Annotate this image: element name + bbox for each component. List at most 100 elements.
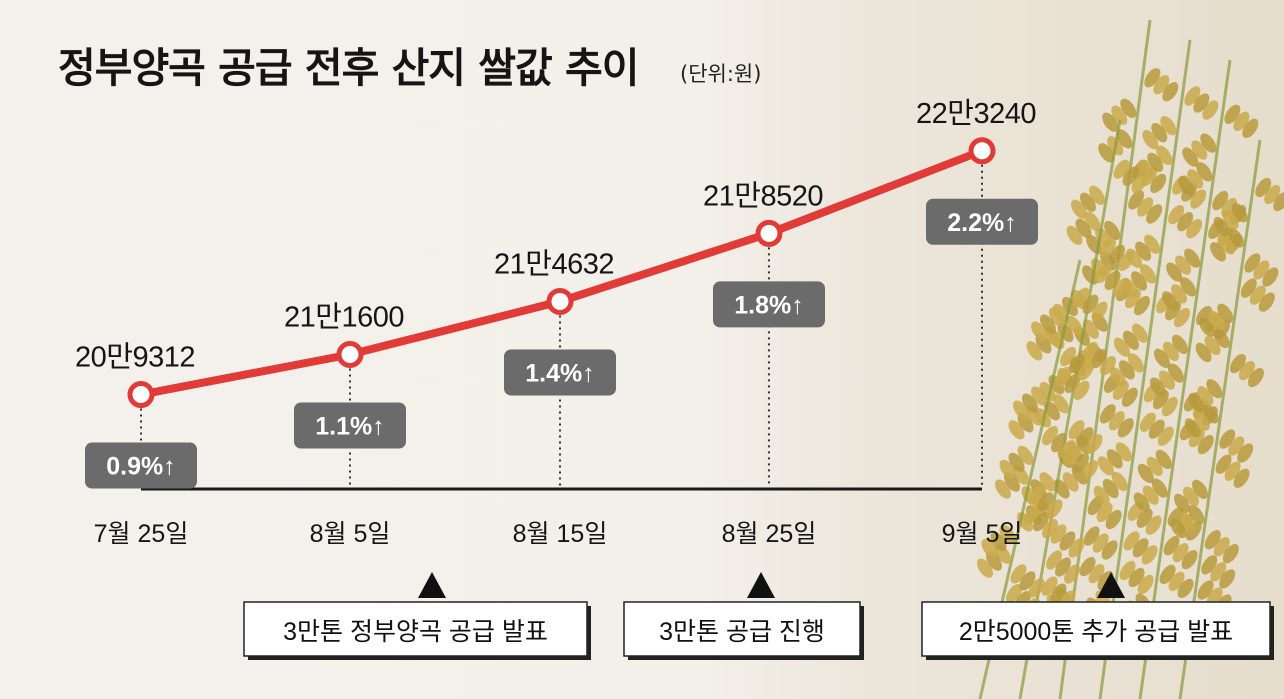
change-label: 1.1%↑ xyxy=(315,413,384,441)
rice-grain xyxy=(1228,228,1244,248)
change-label: 1.4%↑ xyxy=(525,359,594,387)
rice-grain xyxy=(1053,394,1069,414)
rice-grain xyxy=(1062,472,1079,492)
rice-grain xyxy=(1253,260,1270,280)
rice-grain xyxy=(1064,373,1081,393)
rice-grain xyxy=(1071,199,1087,219)
rice-grain xyxy=(1168,571,1185,592)
rice-grain xyxy=(1049,307,1065,327)
rice-grain xyxy=(1187,169,1204,189)
rice-grain xyxy=(1190,189,1207,209)
change-badge: 0.9%↑ xyxy=(85,442,197,489)
x-tick-label: 7월 25일 xyxy=(94,520,189,548)
rice-grain xyxy=(1184,418,1201,438)
rice-grain xyxy=(1104,220,1121,241)
rice-grain xyxy=(1117,418,1134,438)
rice-grain xyxy=(1204,530,1221,550)
rice-grain xyxy=(1244,253,1261,273)
rice-grain xyxy=(1109,367,1126,387)
rice-grain xyxy=(1019,571,1036,591)
annotation-pointer xyxy=(418,572,446,598)
rice-grain xyxy=(1264,184,1281,205)
value-label: 21만1600 xyxy=(284,302,404,334)
rice-grain xyxy=(1151,123,1168,143)
rice-grain xyxy=(1111,105,1128,125)
rice-grain xyxy=(1195,342,1212,363)
rice-grain xyxy=(1142,130,1159,150)
rice-grain xyxy=(1106,449,1123,469)
rice-grain xyxy=(1132,538,1149,558)
rice-grain xyxy=(1185,521,1202,541)
rice-grain xyxy=(1017,445,1034,466)
rice-grain xyxy=(1127,353,1144,373)
rice-grain xyxy=(1219,429,1236,449)
rice-grain xyxy=(1108,411,1125,431)
rice-grain xyxy=(1249,285,1266,305)
rice-grain xyxy=(995,479,1011,499)
rice-grain xyxy=(1196,162,1213,182)
chart-title: 정부양곡 공급 전후 산지 쌀값 추이 xyxy=(58,44,639,92)
rice-grain xyxy=(1219,235,1235,255)
rice-grain xyxy=(1066,225,1083,245)
value-label: 22만3240 xyxy=(916,98,1036,130)
rice-grain xyxy=(1109,244,1125,265)
annotation-pointer xyxy=(747,572,775,598)
rice-grain xyxy=(1141,545,1158,565)
rice-grain xyxy=(1113,159,1130,179)
rice-grain xyxy=(1177,211,1194,232)
rice-grain xyxy=(1082,319,1099,339)
rice-grain xyxy=(1237,443,1254,463)
rice-grain xyxy=(1024,504,1040,525)
rice-grain xyxy=(1137,197,1154,217)
rice-grain xyxy=(1050,583,1067,603)
rice-grain xyxy=(1174,307,1190,328)
rice-grain xyxy=(1026,341,1043,361)
rice-grain xyxy=(1197,386,1214,406)
rice-grain xyxy=(1086,434,1103,454)
x-tick-label: 9월 5일 xyxy=(942,520,1023,548)
rice-grain xyxy=(1078,360,1094,381)
rice-grain xyxy=(1088,563,1105,584)
annotation-label: 3만톤 정부양곡 공급 발표 xyxy=(283,618,548,646)
annotation-pointer xyxy=(1097,572,1125,598)
rice-grain xyxy=(1059,531,1076,551)
rice-grain xyxy=(1273,191,1284,212)
rice-grain xyxy=(1210,562,1227,582)
rice-grain xyxy=(1184,248,1201,268)
rice-grain xyxy=(1060,439,1076,460)
data-point-marker xyxy=(336,341,364,368)
rice-grain xyxy=(1028,485,1045,505)
rice-grain xyxy=(1051,432,1067,453)
rice-grain xyxy=(1097,456,1114,476)
data-point-marker xyxy=(546,287,574,315)
rice-grain xyxy=(1193,411,1210,431)
rice-grain xyxy=(1037,492,1054,512)
rice-grain xyxy=(1192,479,1208,500)
rice-grain xyxy=(1082,265,1099,285)
rice-grain xyxy=(1151,478,1168,498)
rice-grain xyxy=(1153,75,1170,95)
rice-grain xyxy=(1119,560,1136,581)
rice-grain xyxy=(1170,518,1187,539)
rice-grain xyxy=(1099,404,1116,424)
change-label: 0.9%↑ xyxy=(106,453,175,481)
rice-grain xyxy=(1118,360,1135,380)
rice-grain xyxy=(1199,317,1216,337)
rice-grain xyxy=(1262,267,1279,287)
rice-grain xyxy=(1171,284,1188,304)
rice-grain xyxy=(1068,420,1085,440)
data-point-marker xyxy=(127,381,155,409)
rice-grain xyxy=(1128,567,1145,588)
rice-grain xyxy=(1064,564,1080,584)
rice-grain xyxy=(1179,511,1196,532)
rice-grain xyxy=(1050,524,1067,544)
rice-grain xyxy=(1104,270,1121,291)
rice-grain xyxy=(1105,509,1122,530)
rice-grain xyxy=(1100,237,1116,258)
rice-grain xyxy=(1204,335,1221,356)
rice-grain xyxy=(1231,203,1248,223)
rice-grain xyxy=(1174,493,1190,514)
annotation-box xyxy=(243,601,588,657)
rice-grain xyxy=(1075,218,1092,238)
annotation-label: 2만5000톤 추가 공급 발표 xyxy=(959,618,1233,646)
